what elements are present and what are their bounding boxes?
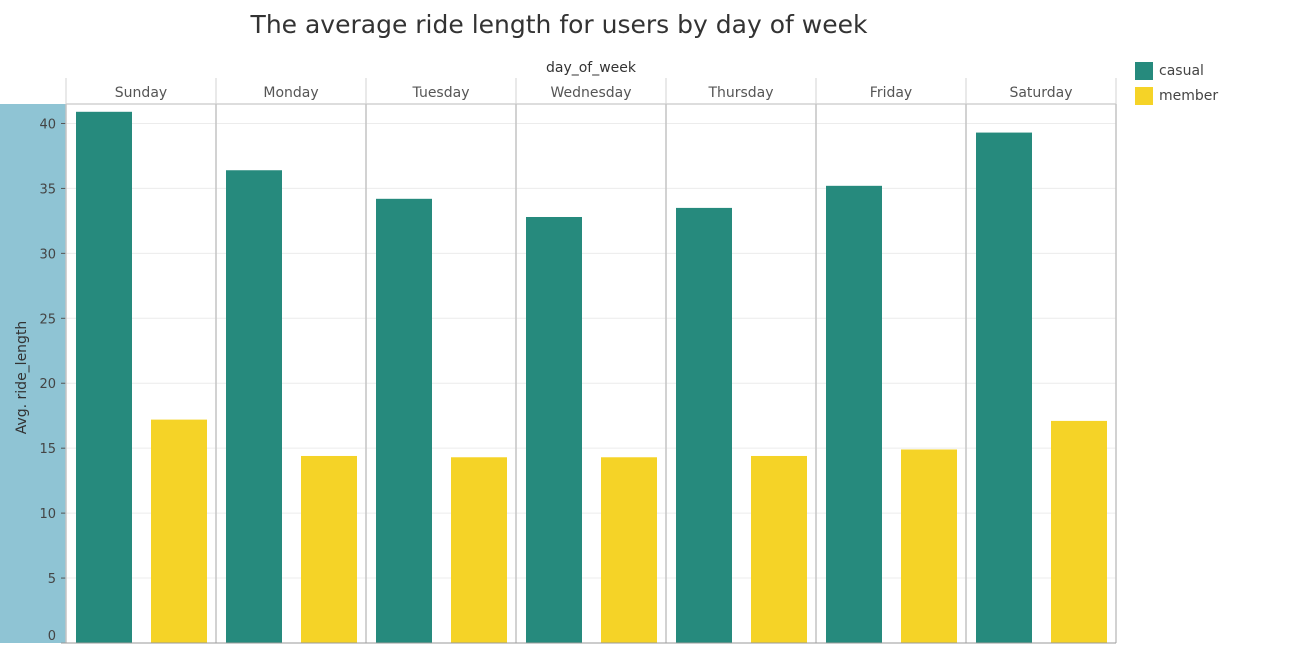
y-tick-label: 0 [48,629,56,644]
y-axis-band [0,104,66,643]
bar-member [1051,420,1107,643]
bar-member [901,449,957,643]
y-tick-label: 5 [48,572,56,587]
bar-member [151,419,207,643]
x-category-label: Wednesday [550,85,631,101]
y-tick-label: 10 [39,507,56,522]
legend-label-member: member [1159,87,1219,104]
y-tick-label: 20 [39,377,56,392]
y-tick-label: 15 [39,442,56,457]
legend-label-casual: casual [1159,62,1204,79]
x-category-label: Thursday [707,85,773,101]
x-category-label: Monday [263,85,318,101]
x-category-label: Friday [870,85,912,101]
bar-member [301,455,357,643]
y-tick-label: 35 [39,182,56,197]
x-category-label: Sunday [115,85,167,101]
bar-casual [976,132,1032,643]
column-header-title: day_of_week [546,60,637,76]
bar-casual [226,170,282,643]
legend-item-casual[interactable]: casual [1135,58,1218,83]
y-tick-label: 40 [39,117,56,132]
chart-title: The average ride length for users by day… [250,10,868,39]
bar-member [451,457,507,643]
legend: casual member [1135,58,1218,108]
bar-member [601,457,657,643]
y-axis-title: Avg. ride_length [14,321,30,435]
y-tick-label: 25 [39,312,56,327]
legend-item-member[interactable]: member [1135,83,1218,108]
bar-casual [676,207,732,643]
bar-casual [526,216,582,643]
legend-swatch-member [1135,86,1153,105]
bar-member [751,455,807,643]
x-category-label: Tuesday [412,85,470,101]
bar-casual [826,185,882,643]
bar-casual [76,111,132,643]
x-category-label: Saturday [1009,85,1072,101]
y-tick-label: 30 [39,247,56,262]
legend-swatch-casual [1135,61,1153,80]
bar-casual [376,198,432,643]
